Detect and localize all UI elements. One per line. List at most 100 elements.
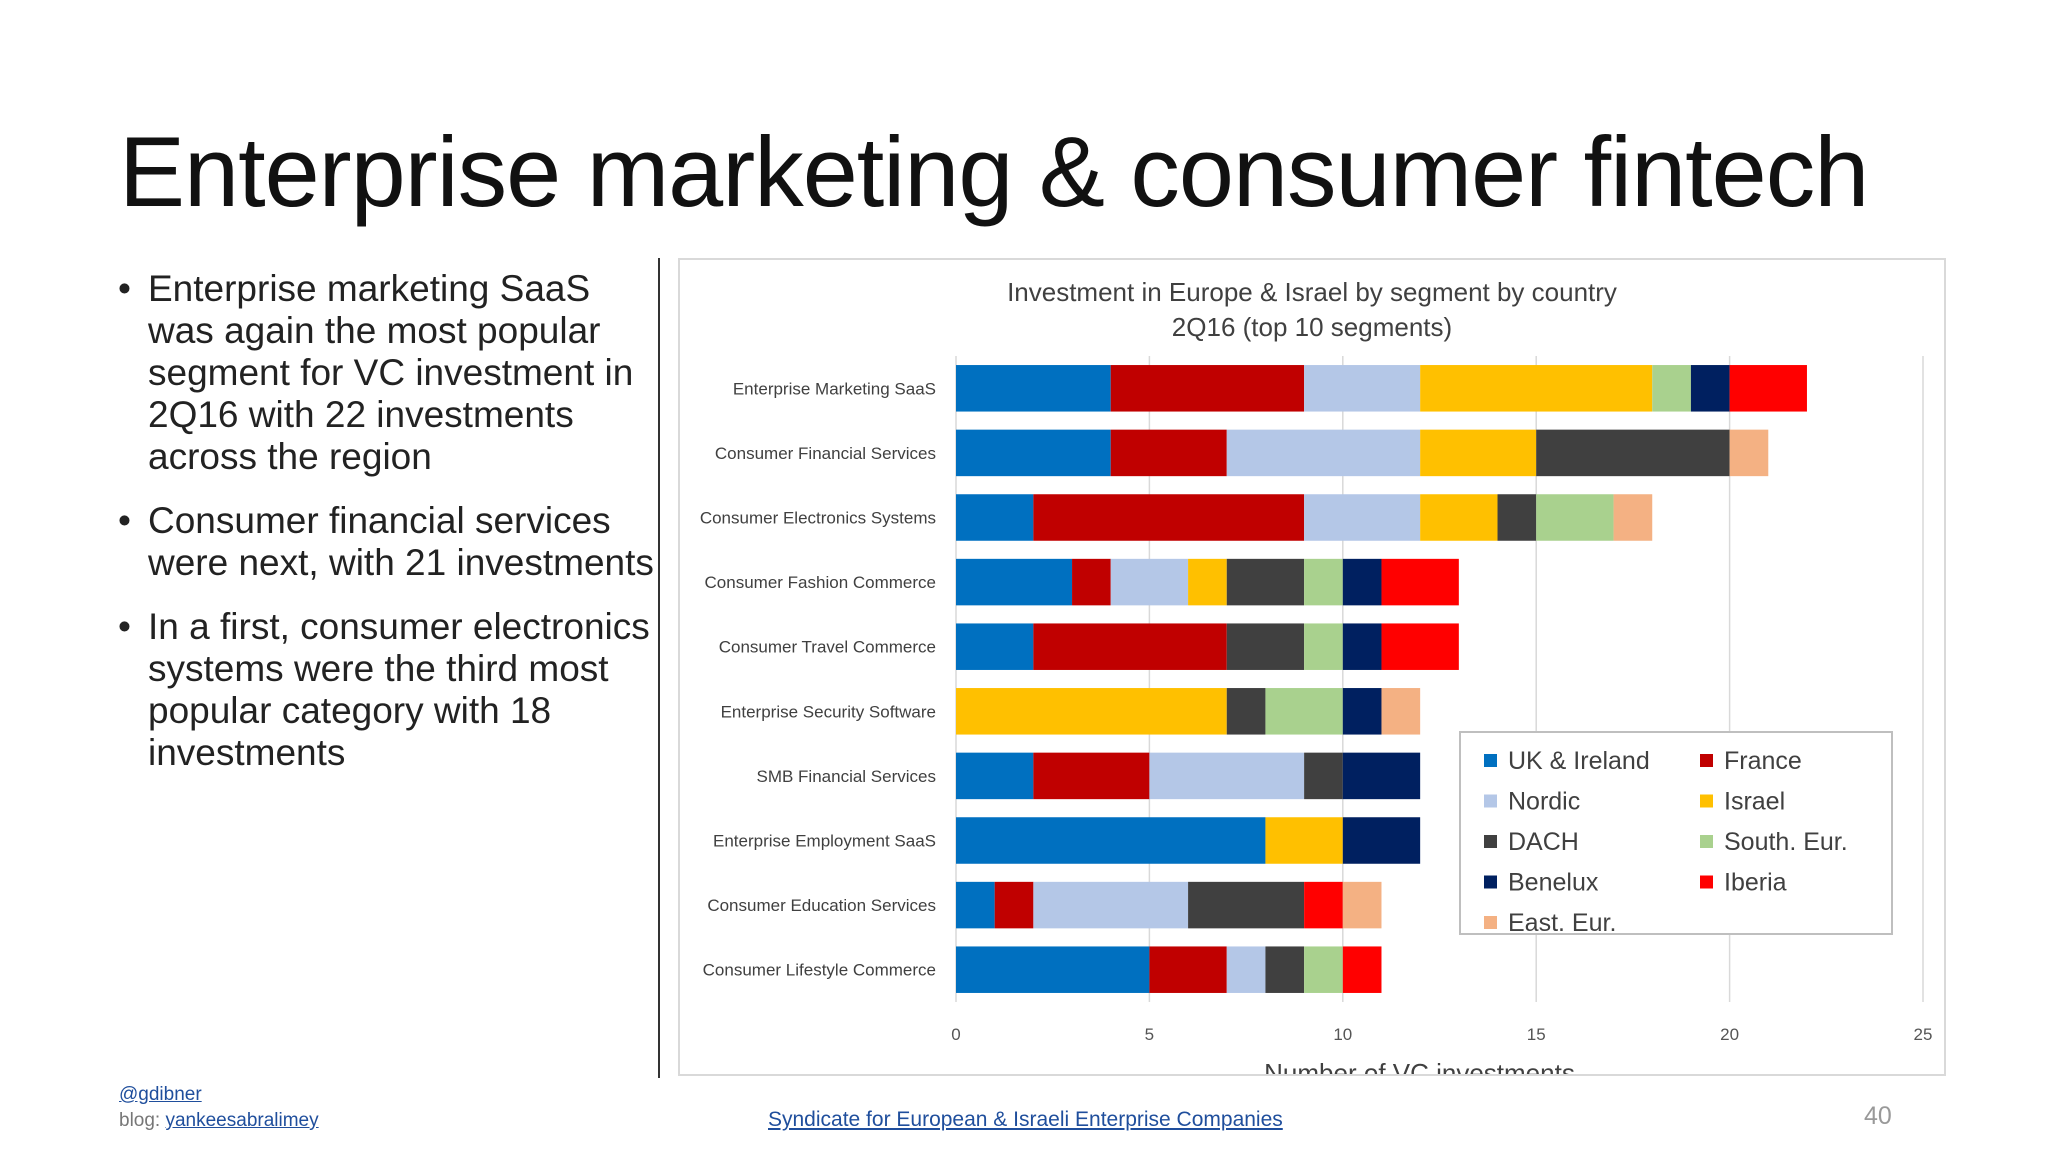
bar-segment [956, 688, 1227, 735]
bar-segment [1420, 365, 1653, 412]
bar-segment [956, 365, 1111, 412]
bar-segment [1033, 881, 1189, 929]
bar-segment [956, 429, 1111, 477]
bar-segment [1304, 946, 1343, 993]
bar-segment [1110, 365, 1305, 412]
bar-segment [1536, 494, 1614, 541]
bar-segment [1420, 494, 1498, 541]
bar-segment [1497, 494, 1537, 541]
category-label: Consumer Lifestyle Commerce [703, 961, 936, 980]
category-label: SMB Financial Services [756, 767, 936, 786]
bar-segment [1226, 946, 1266, 993]
x-tick-label: 15 [1527, 1025, 1546, 1044]
bar-segment [1342, 817, 1421, 864]
chart-container: Investment in Europe & Israel by segment… [678, 258, 1946, 1076]
bar-segment [1304, 752, 1343, 800]
bar-segment [956, 623, 1034, 670]
bar-segment [1304, 558, 1343, 606]
bar-segment [1188, 558, 1227, 606]
bar-segment [1110, 429, 1227, 477]
bar-segment [1690, 365, 1730, 412]
legend-swatch [1484, 794, 1497, 808]
bar-segment [1342, 688, 1382, 735]
bar-segment [1226, 429, 1421, 477]
bar-segment [1342, 881, 1382, 929]
bar-segment [1342, 558, 1382, 606]
bullet-list: Enterprise marketing SaaS was again the … [118, 268, 658, 796]
bar-segment [1072, 558, 1111, 606]
bar-segment [1188, 881, 1305, 929]
twitter-handle-link[interactable]: @gdibner [119, 1084, 202, 1105]
bar-segment [1613, 494, 1653, 541]
bar-segment [956, 558, 1073, 606]
x-tick-label: 10 [1333, 1025, 1352, 1044]
footer-blog: blog: yankeesabralimey [119, 1110, 319, 1132]
bar-segment [1265, 946, 1305, 993]
legend-label: Benelux [1508, 869, 1599, 897]
bar-segment [1033, 494, 1305, 541]
bar-segment [1226, 558, 1305, 606]
category-label: Enterprise Security Software [721, 702, 936, 721]
bar-segment [956, 881, 995, 929]
bar-segment [1304, 881, 1343, 929]
legend-swatch [1700, 875, 1713, 889]
blog-link[interactable]: yankeesabralimey [165, 1110, 319, 1131]
bar-segment [1652, 365, 1691, 412]
bar-segment [956, 817, 1266, 864]
legend-swatch [1484, 754, 1497, 767]
category-label: Consumer Travel Commerce [719, 638, 936, 657]
legend-box [1459, 731, 1893, 935]
x-tick-label: 5 [1145, 1025, 1154, 1044]
category-label: Enterprise Marketing SaaS [733, 379, 936, 398]
bar-segment [1149, 946, 1227, 993]
bar-segment [1381, 558, 1459, 606]
bar-segment [1381, 623, 1459, 670]
bar-segment [1110, 558, 1189, 606]
x-tick-label: 0 [951, 1025, 960, 1044]
x-axis-label: Number of VC investments [1264, 1058, 1575, 1074]
bar-segment [1226, 623, 1305, 670]
category-label: Enterprise Employment SaaS [713, 832, 936, 851]
bar-segment [1265, 817, 1343, 864]
bar-segment [1304, 623, 1343, 670]
chart-title: Investment in Europe & Israel by segment… [1007, 277, 1617, 307]
x-tick-label: 20 [1720, 1025, 1739, 1044]
slide-title: Enterprise marketing & consumer fintech [119, 116, 1869, 227]
stacked-bar-chart: Investment in Europe & Israel by segment… [700, 277, 1933, 1074]
bar-segment [1536, 429, 1730, 477]
chart-subtitle: 2Q16 (top 10 segments) [1172, 312, 1452, 342]
legend-label: East. Eur. [1508, 909, 1616, 937]
bar-segment [1304, 494, 1421, 541]
bar-segment [1729, 365, 1807, 412]
bar-segment [1033, 623, 1227, 670]
bar-segment [1265, 688, 1343, 735]
page-number: 40 [1864, 1102, 1892, 1130]
legend-label: Iberia [1724, 869, 1787, 897]
bullet-item: In a first, consumer electronics systems… [118, 606, 658, 774]
legend-swatch [1484, 875, 1497, 889]
legend-swatch [1700, 794, 1713, 808]
legend-label: UK & Ireland [1508, 747, 1650, 775]
legend-swatch [1484, 916, 1497, 929]
category-label: Consumer Fashion Commerce [705, 573, 936, 592]
bar-segment [1226, 688, 1266, 735]
bar-segment [1342, 752, 1421, 800]
legend-swatch [1484, 835, 1497, 848]
bar-segment [1033, 752, 1150, 800]
bar-segment [1729, 429, 1769, 477]
legend-label: South. Eur. [1724, 828, 1848, 856]
blog-label: blog: [119, 1110, 161, 1131]
bar-segment [1420, 429, 1537, 477]
bar-segment [1342, 946, 1382, 993]
category-label: Consumer Electronics Systems [700, 509, 936, 528]
bar-segment [956, 752, 1034, 800]
bar-segment [956, 494, 1034, 541]
syndicate-link[interactable]: Syndicate for European & Israeli Enterpr… [768, 1108, 1283, 1131]
bar-segment [1381, 688, 1421, 735]
legend-label: DACH [1508, 828, 1579, 856]
legend-swatch [1700, 835, 1713, 848]
bullet-item: Consumer financial services were next, w… [118, 500, 658, 584]
bar-segment [956, 946, 1150, 993]
category-label: Consumer Financial Services [715, 444, 936, 463]
x-tick-label: 25 [1914, 1025, 1933, 1044]
